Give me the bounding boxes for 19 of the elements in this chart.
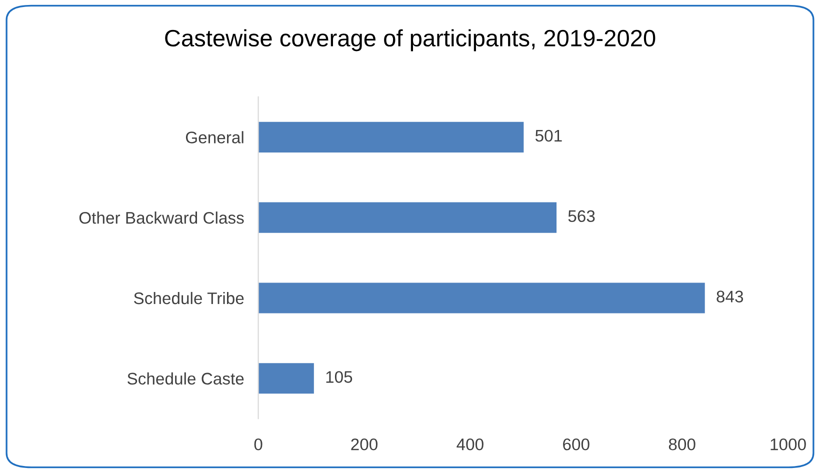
chart-title: Castewise coverage of participants, 2019-2020 bbox=[165, 29, 656, 52]
data-label: 563 bbox=[568, 210, 595, 222]
bar bbox=[258, 363, 314, 394]
data-label: 843 bbox=[716, 290, 744, 302]
x-tick-label: 400 bbox=[456, 438, 484, 450]
x-tick-label: 800 bbox=[668, 438, 696, 450]
data-label: 501 bbox=[535, 130, 562, 142]
data-label: 105 bbox=[326, 371, 352, 383]
bar bbox=[258, 202, 557, 233]
x-tick-label: 1000 bbox=[770, 438, 806, 450]
x-tick-label: 200 bbox=[351, 438, 378, 450]
bar bbox=[258, 282, 705, 314]
y-tick-label: Other Backward Class bbox=[79, 212, 244, 224]
bar bbox=[258, 122, 524, 152]
y-tick-label: Schedule Caste bbox=[128, 372, 244, 385]
y-tick-label: General bbox=[186, 131, 244, 144]
x-tick-label: 600 bbox=[563, 438, 590, 450]
y-tick-label: Schedule Tribe bbox=[134, 292, 244, 304]
x-tick-label: 0 bbox=[254, 438, 262, 450]
